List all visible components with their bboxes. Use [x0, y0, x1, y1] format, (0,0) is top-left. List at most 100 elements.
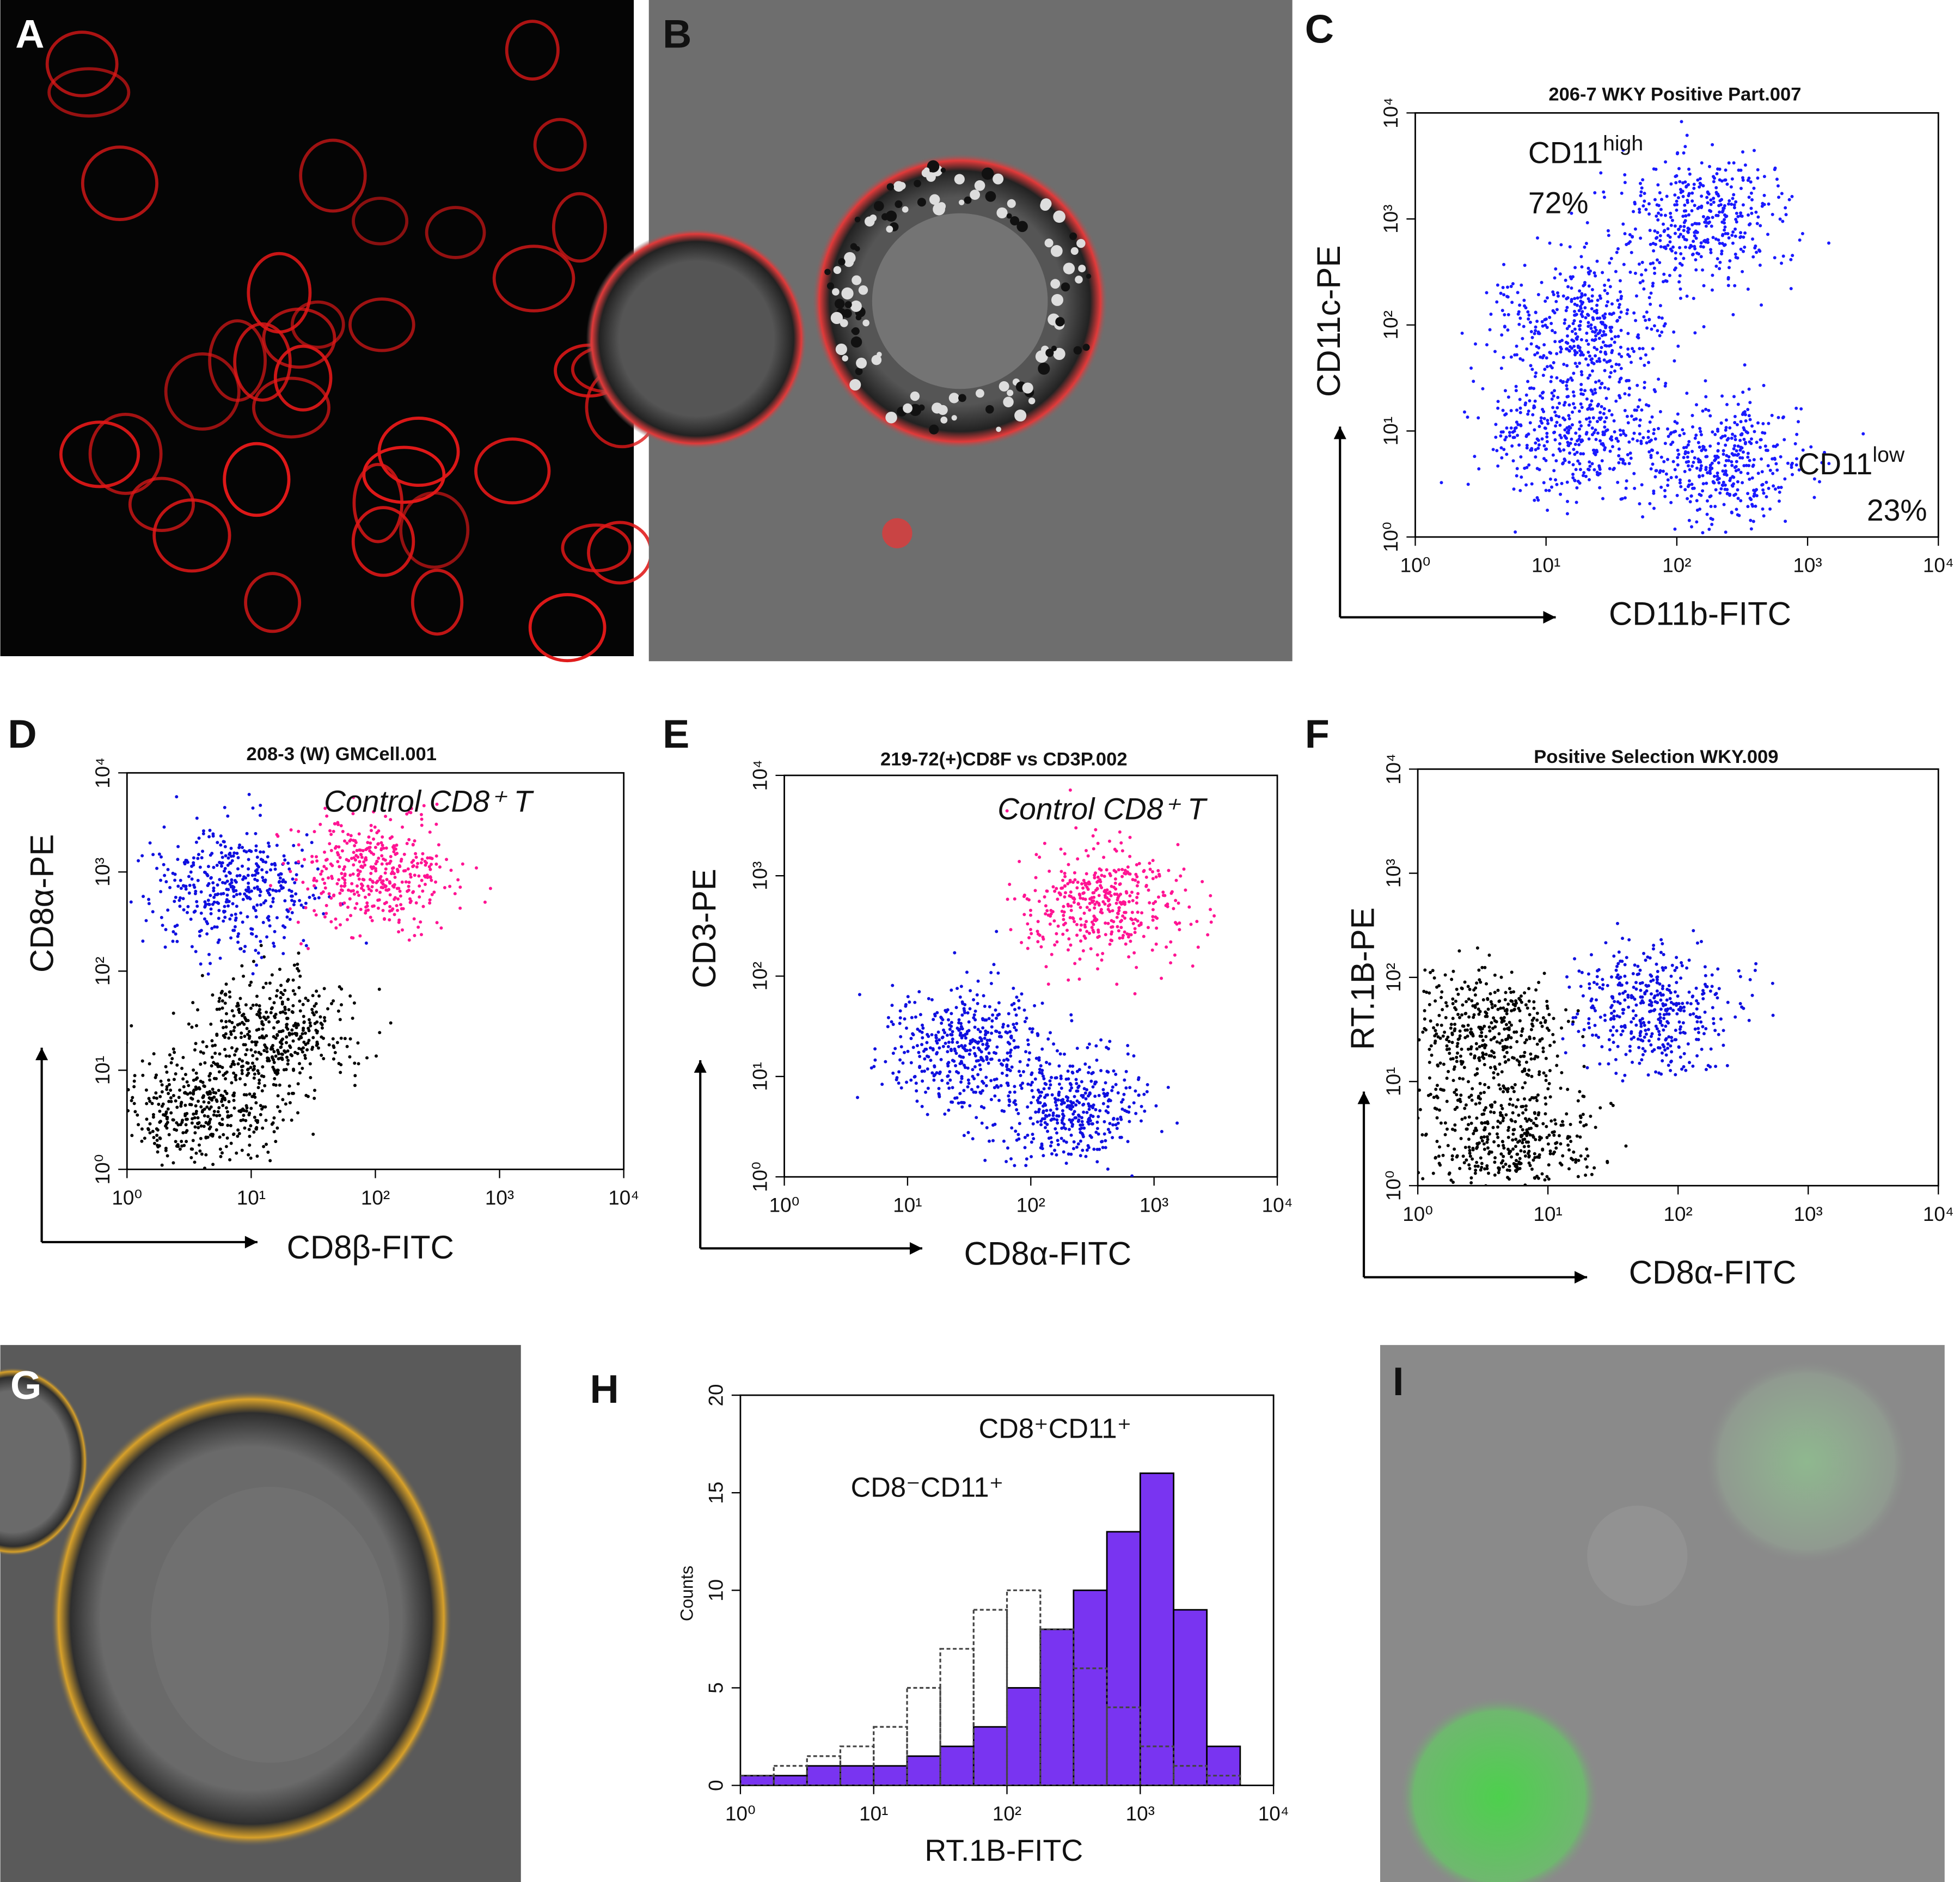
event-dot: [1693, 245, 1696, 248]
event-dot: [1777, 415, 1780, 419]
event-dot: [1136, 880, 1140, 884]
event-dot: [201, 1040, 205, 1044]
event-dot: [1551, 290, 1555, 294]
granule: [862, 319, 869, 327]
event-dot: [175, 795, 179, 799]
event-dot: [1069, 1133, 1073, 1137]
event-dot: [406, 889, 409, 893]
granule: [927, 160, 940, 173]
event-dot: [219, 843, 223, 847]
event-dot: [1577, 443, 1581, 447]
event-dot: [1505, 426, 1509, 430]
event-dot: [375, 888, 378, 892]
event-dot: [916, 1028, 920, 1031]
event-dot: [1543, 368, 1547, 371]
event-dot: [1555, 308, 1559, 311]
event-dot: [1578, 349, 1582, 352]
event-dot: [1657, 377, 1661, 381]
event-dot: [328, 842, 332, 846]
event-dot: [1038, 1067, 1042, 1071]
event-dot: [1510, 444, 1514, 448]
event-dot: [1174, 878, 1178, 882]
event-dot: [141, 1073, 145, 1077]
event-dot: [1627, 393, 1631, 397]
event-dot: [1573, 479, 1577, 482]
event-dot: [1090, 1072, 1094, 1076]
event-dot: [964, 1032, 967, 1036]
event-dot: [141, 939, 145, 943]
event-dot: [1724, 418, 1728, 422]
event-dot: [189, 1156, 193, 1159]
event-dot: [177, 899, 181, 902]
event-dot: [972, 1046, 976, 1049]
event-dot: [1094, 1044, 1098, 1048]
event-dot: [1725, 454, 1729, 457]
event-dot: [1534, 371, 1538, 375]
event-dot: [1602, 190, 1606, 194]
event-dot: [1008, 1050, 1012, 1054]
event-dot: [263, 1084, 267, 1087]
event-dot: [1652, 491, 1656, 495]
event-dot: [1062, 914, 1065, 918]
event-dot: [247, 890, 251, 894]
event-dot: [1079, 1139, 1082, 1143]
event-dot: [1573, 309, 1576, 313]
event-dot: [1738, 438, 1742, 442]
event-dot: [303, 858, 307, 861]
event-dot: [1560, 481, 1564, 485]
event-dot: [226, 814, 230, 818]
event-dot: [215, 925, 219, 929]
event-dot: [1583, 389, 1587, 393]
event-dot: [350, 936, 353, 939]
event-dot: [388, 905, 392, 908]
event-dot: [392, 885, 396, 889]
event-dot: [1529, 342, 1533, 346]
event-dot: [964, 1036, 967, 1040]
y-axis-label: CD3-PE: [686, 869, 722, 988]
event-dot: [1701, 245, 1705, 249]
event-dot: [192, 883, 195, 887]
event-dot: [1126, 1140, 1130, 1144]
event-dot: [1075, 1145, 1079, 1149]
event-dot: [1528, 399, 1532, 403]
event-dot: [1080, 1120, 1084, 1123]
event-dot: [238, 1058, 242, 1061]
event-dot: [1664, 382, 1668, 386]
event-dot: [323, 806, 327, 810]
event-dot: [1126, 935, 1130, 939]
event-dot: [1754, 504, 1757, 508]
event-dot: [235, 905, 238, 908]
event-dot: [284, 1102, 287, 1106]
event-dot: [1056, 897, 1059, 901]
event-dot: [1630, 360, 1633, 364]
event-dot: [1628, 233, 1632, 236]
event-dot: [416, 861, 420, 865]
event-dot: [1079, 906, 1082, 909]
event-dot: [313, 1096, 316, 1100]
event-dot: [1121, 1098, 1125, 1102]
event-dot: [1600, 334, 1604, 338]
event-dot: [256, 1069, 260, 1073]
annotation-text: 23%: [1867, 493, 1927, 527]
event-dot: [1656, 451, 1659, 455]
event-dot: [145, 1102, 149, 1105]
event-dot: [1756, 168, 1760, 172]
event-dot: [254, 949, 258, 952]
x-tick-label: 10²: [1016, 1194, 1045, 1217]
event-dot: [1523, 466, 1527, 470]
event-dot: [911, 1033, 915, 1037]
event-dot: [1117, 929, 1120, 933]
event-dot: [1607, 387, 1610, 391]
event-dot: [1009, 928, 1013, 932]
event-dot: [1616, 439, 1620, 443]
event-dot: [1128, 835, 1132, 839]
event-dot: [1093, 873, 1097, 877]
event-dot: [1709, 248, 1713, 252]
event-dot: [378, 1031, 382, 1035]
event-dot: [1055, 887, 1058, 890]
event-dot: [1708, 209, 1712, 212]
event-dot: [231, 902, 235, 906]
event-dot: [1029, 1116, 1033, 1120]
event-dot: [1518, 406, 1522, 410]
